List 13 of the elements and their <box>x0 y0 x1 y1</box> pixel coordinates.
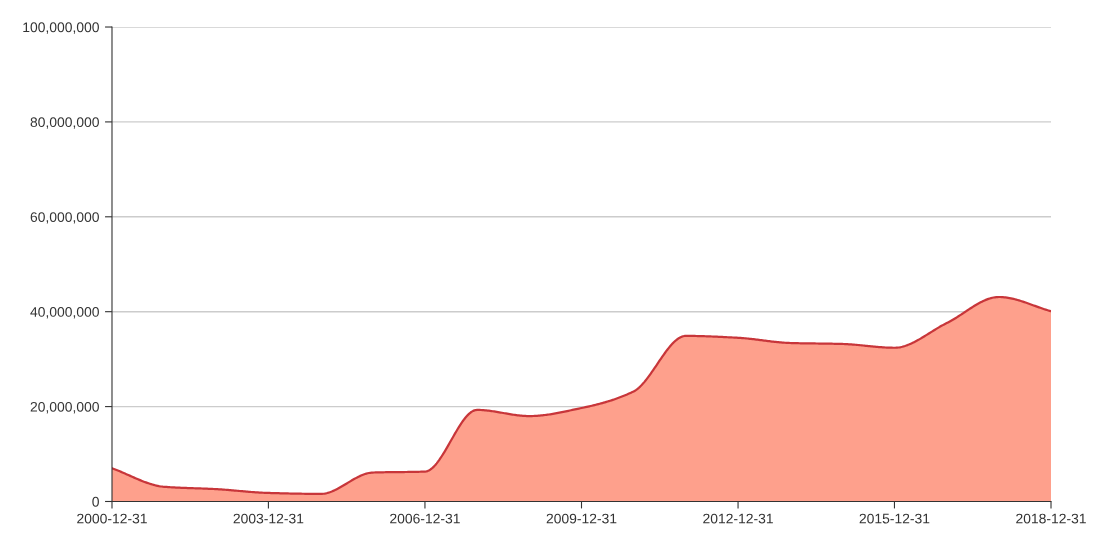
x-tick-label: 2000-12-31 <box>77 513 147 524</box>
y-tick-label: 80,000,000 <box>30 117 99 129</box>
x-tick-label: 2006-12-31 <box>390 513 460 524</box>
y-tick-label: 100,000,000 <box>23 22 99 34</box>
y-tick-label: 60,000,000 <box>30 212 99 224</box>
y-tick-label: 0 <box>92 496 99 507</box>
y-tick-label: 40,000,000 <box>30 307 99 319</box>
x-tick-label: 2015-12-31 <box>859 513 930 524</box>
x-tick-label: 2009-12-31 <box>546 513 617 524</box>
x-tick-label: 2012-12-31 <box>703 513 773 524</box>
y-tick-label: 20,000,000 <box>30 401 99 414</box>
x-tick-label: 2003-12-31 <box>233 513 304 524</box>
x-tick-label: 2018-12-31 <box>1016 513 1086 524</box>
